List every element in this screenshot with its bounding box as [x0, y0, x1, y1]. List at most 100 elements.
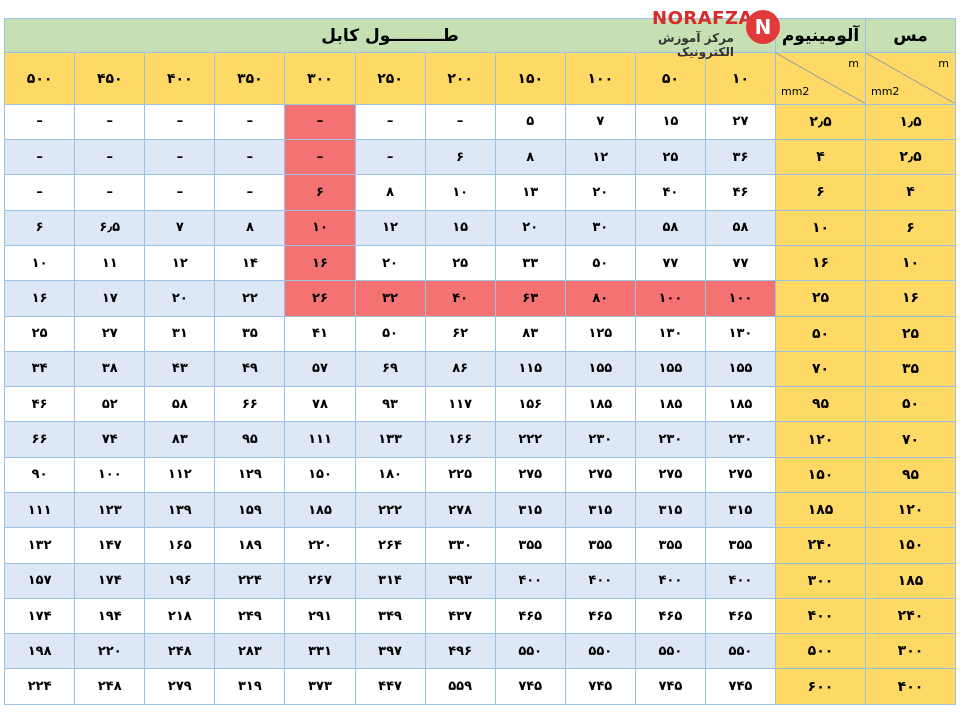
value-cell: ۶۳ [494, 280, 566, 317]
copper-size-cell: ۲۵ [865, 315, 956, 352]
value-cell: ۲۲۵ [424, 456, 496, 494]
value-cell: ۲۰ [354, 244, 426, 282]
aluminum-size-cell: ۱۸۵ [775, 491, 866, 529]
value-cell: – [3, 139, 76, 176]
value-cell: ۳۹۳ [424, 562, 496, 599]
value-cell: ۱۸۵ [284, 491, 356, 529]
value-cell: ۳۹۷ [354, 633, 426, 670]
value-cell: – [74, 139, 146, 176]
table-row: ۴۰۰ ۶۰۰ ۷۴۵ ۷۴۵ ۷۴۵ ۷۴۵ ۵۵۹ ۴۴۷ ۳۷۳ ۳۱۹ ۲۷۹ ۲۴۸ ۲۲۴ [3, 668, 956, 705]
unit-m-label: m [848, 57, 859, 71]
value-cell: ۲۳۰ [704, 421, 777, 458]
value-cell: ۳۵۵ [564, 527, 636, 564]
value-cell: ۱۵۵ [704, 350, 777, 388]
value-cell: ۲۷۵ [564, 456, 636, 494]
value-cell: ۱۴ [214, 244, 286, 282]
value-cell: ۱۹۶ [144, 562, 216, 599]
value-cell: ۱۲۵ [564, 315, 636, 352]
length-header-cell: ۴۰۰ [144, 52, 216, 105]
value-cell: ۱۱۷ [424, 386, 496, 423]
value-cell: ۴۹ [214, 350, 286, 388]
value-cell: ۱۲ [144, 244, 216, 282]
value-cell: ۱۰۰ [634, 280, 706, 317]
table-row: ۳۵ ۷۰ ۱۵۵ ۱۵۵ ۱۵۵ ۱۱۵ ۸۶ ۶۹ ۵۷ ۴۹ ۴۳ ۳۸ ۳۴ [3, 350, 956, 388]
unit-mm2-label: mm2 [781, 84, 810, 98]
aluminum-size-cell: ۴۰۰ [775, 597, 866, 635]
value-cell: ۲۲۰ [74, 633, 146, 670]
value-cell: ۲۸۳ [214, 633, 286, 670]
value-cell: ۵۲ [74, 386, 146, 423]
value-cell: ۷۴۵ [494, 668, 566, 705]
table-row: ۱٫۵ ۲٫۵ ۲۷ ۱۵ ۷ ۵– – – – – – – [3, 103, 956, 141]
value-cell: – [144, 174, 216, 211]
cable-current-table: مس آلومینیوم طـــــــــول کابل m mm2 m m… [3, 17, 956, 705]
value-cell: ۱۰ [284, 209, 356, 246]
value-cell: ۲۲۰ [284, 527, 356, 564]
value-cell: ۱۰ [3, 244, 76, 282]
value-cell: ۵۵۰ [704, 633, 777, 670]
value-cell: ۲۴۸ [144, 633, 216, 670]
value-cell: – [214, 174, 286, 211]
copper-size-cell: ۱۸۵ [865, 562, 956, 599]
value-cell: – [144, 139, 216, 176]
value-cell: ۷۴۵ [704, 668, 777, 705]
value-cell: ۸ [354, 174, 426, 211]
value-cell: – [354, 139, 426, 176]
unit-m-label: m [938, 57, 949, 71]
logo-brand-text: NORAFZA [652, 8, 753, 29]
aluminum-size-cell: ۹۵ [775, 386, 866, 423]
copper-size-cell: ۱۰ [865, 244, 956, 282]
value-cell: – [284, 103, 356, 141]
diagonal-divider [776, 53, 865, 103]
copper-size-cell: ۹۵ [865, 456, 956, 494]
copper-size-cell: ۱۲۰ [865, 491, 956, 529]
copper-size-cell: ۷۰ [865, 421, 956, 458]
value-cell: ۷۴۵ [564, 668, 636, 705]
copper-size-cell: ۱۶ [865, 280, 956, 317]
value-cell: ۵۰ [354, 315, 426, 352]
value-cell: ۱۶۶ [424, 421, 496, 458]
value-cell: ۱۳۲ [3, 527, 76, 564]
value-cell: ۵۸ [704, 209, 777, 246]
value-cell: ۷۴ [74, 421, 146, 458]
value-cell: – [3, 174, 76, 211]
value-cell: ۱۲۳ [74, 491, 146, 529]
copper-header: مس [865, 17, 956, 54]
value-cell: ۱۷۴ [74, 562, 146, 599]
value-cell: ۱۱۱ [284, 421, 356, 458]
value-cell: ۲۴۹ [214, 597, 286, 635]
value-cell: ۲۰ [564, 174, 636, 211]
value-cell: – [354, 103, 426, 141]
value-cell: ۷۴۵ [634, 668, 706, 705]
value-cell: ۶۶ [3, 421, 76, 458]
value-cell: ۲۵ [424, 244, 496, 282]
value-cell: ۴۱ [284, 315, 356, 352]
value-cell: ۲۷۹ [144, 668, 216, 705]
value-cell: ۱۸۵ [704, 386, 777, 423]
value-cell: ۱۱ [74, 244, 146, 282]
value-cell: ۳۸ [74, 350, 146, 388]
value-cell: ۱۵۶ [494, 386, 566, 423]
value-cell: ۵۸ [144, 386, 216, 423]
value-cell: ۱۳۹ [144, 491, 216, 529]
value-cell: ۱۸۵ [634, 386, 706, 423]
value-cell: ۳۱۴ [354, 562, 426, 599]
value-cell: ۷۷ [704, 244, 777, 282]
value-cell: ۱۰۰ [704, 280, 777, 317]
table-row: ۱۵۰ ۲۴۰ ۳۵۵ ۳۵۵ ۳۵۵ ۳۵۵ ۳۳۰ ۲۶۴ ۲۲۰ ۱۸۹ ۱۶۵ ۱۴۷ ۱۳۲ [3, 527, 956, 564]
value-cell: ۲۷۵ [634, 456, 706, 494]
value-cell: ۷۸ [284, 386, 356, 423]
copper-size-cell: ۱۵۰ [865, 527, 956, 564]
value-cell: ۵ [494, 103, 566, 141]
value-cell: ۲۷۵ [704, 456, 777, 494]
length-header-cell: ۲۰۰ [424, 52, 496, 105]
title-row: مس آلومینیوم طـــــــــول کابل [4, 17, 956, 54]
copper-size-cell: ۶ [865, 209, 956, 246]
aluminum-size-cell: ۶۰۰ [775, 668, 866, 705]
value-cell: ۸۰ [564, 280, 636, 317]
value-cell: ۲۲۴ [214, 562, 286, 599]
unit-cell-copper: m mm2 [865, 52, 956, 105]
aluminum-size-cell: ۴ [775, 139, 866, 176]
table-row: ۱۸۵ ۳۰۰ ۴۰۰ ۴۰۰ ۴۰۰ ۴۰۰ ۳۹۳ ۳۱۴ ۲۶۷ ۲۲۴ ۱۹۶ ۱۷۴ ۱۵۷ [3, 562, 956, 599]
value-cell: ۱۰ [424, 174, 496, 211]
